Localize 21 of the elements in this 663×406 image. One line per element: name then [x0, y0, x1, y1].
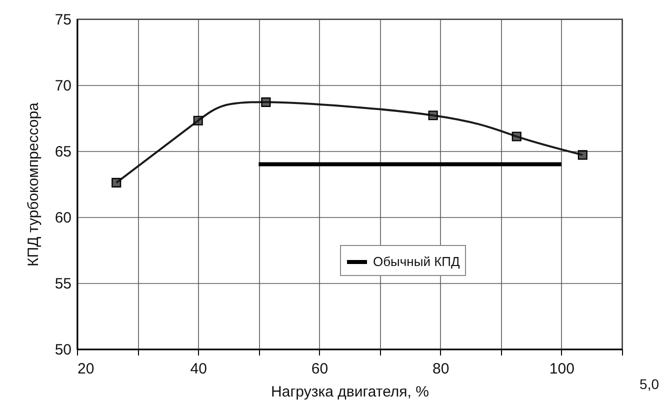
y-tick-label: 70 — [54, 78, 72, 94]
x-axis-title: Нагрузка двигателя, % — [271, 384, 429, 400]
y-tick-label: 55 — [54, 276, 72, 292]
y-tick-label: 65 — [54, 144, 72, 160]
y-axis-title: КПД турбокомпрессора — [24, 102, 42, 266]
point — [428, 110, 438, 120]
x-tick-label: 40 — [190, 360, 207, 378]
point — [512, 132, 522, 142]
text: 5,0 — [640, 376, 659, 392]
x-tick-label: 60 — [311, 360, 328, 378]
x-tick-label: 80 — [432, 360, 450, 378]
point — [578, 150, 588, 160]
x-tick-label: 20 — [78, 360, 94, 378]
x-tick-label: 100 — [549, 360, 574, 378]
y-tick-label: 50 — [54, 342, 72, 358]
legend-label: Обычный КПД — [373, 254, 460, 269]
y-tick-label: 75 — [54, 12, 72, 28]
y-tick-label: 60 — [54, 210, 72, 226]
point — [112, 178, 122, 188]
point — [193, 116, 203, 126]
point — [261, 97, 271, 107]
